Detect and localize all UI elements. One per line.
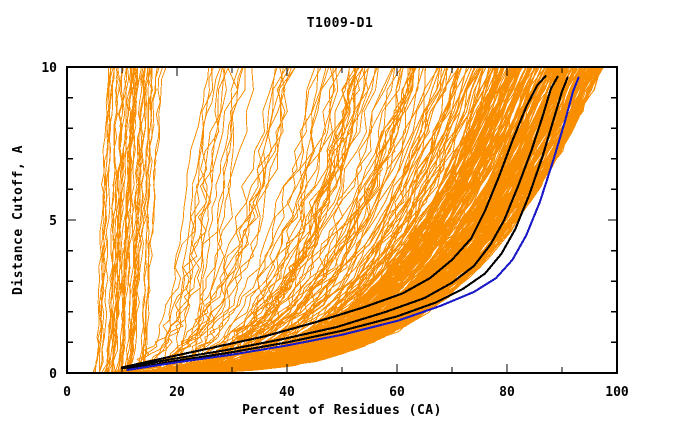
prediction-curve bbox=[123, 66, 158, 374]
prediction-curve bbox=[117, 66, 137, 374]
axis-ticks bbox=[66, 66, 618, 374]
x-tick-label-0: 0 bbox=[63, 385, 71, 400]
prediction-curve bbox=[98, 66, 112, 374]
reference-curve-best-blue bbox=[126, 76, 580, 371]
x-axis-title: Percent of Residues (CA) bbox=[242, 403, 442, 418]
prediction-curve-group bbox=[79, 66, 605, 374]
reference-curve-best-black-3 bbox=[120, 75, 547, 369]
x-tick-label-20: 20 bbox=[169, 385, 185, 400]
x-tick-label-100: 100 bbox=[605, 385, 629, 400]
prediction-curve bbox=[139, 66, 167, 374]
prediction-curve bbox=[125, 66, 160, 374]
x-tick-label-60: 60 bbox=[389, 385, 405, 400]
prediction-curve bbox=[126, 66, 144, 374]
reference-curve-best-black-1 bbox=[126, 76, 569, 371]
prediction-curve bbox=[87, 66, 246, 374]
prediction-curve bbox=[106, 66, 120, 374]
prediction-curve bbox=[124, 66, 138, 374]
prediction-curve bbox=[139, 66, 151, 374]
reference-curve-group-black bbox=[120, 75, 569, 371]
prediction-curve bbox=[94, 66, 110, 374]
prediction-curve bbox=[155, 66, 210, 374]
prediction-curve bbox=[187, 66, 226, 374]
page-title: T1009-D1 bbox=[306, 16, 374, 31]
prediction-curve bbox=[173, 66, 215, 374]
y-tick-label-0: 0 bbox=[49, 367, 57, 382]
axis-tick-labels: 0 20 40 60 80 100 0 5 10 bbox=[41, 61, 629, 400]
prediction-curve bbox=[138, 66, 164, 374]
prediction-curve bbox=[107, 66, 124, 374]
prediction-curve bbox=[111, 66, 128, 374]
x-tick-label-80: 80 bbox=[499, 385, 515, 400]
y-tick-label-5: 5 bbox=[49, 214, 57, 229]
prediction-curve bbox=[107, 66, 135, 374]
prediction-curve bbox=[123, 66, 137, 374]
prediction-curve bbox=[94, 66, 116, 374]
prediction-curve bbox=[103, 66, 128, 374]
y-tick-label-10: 10 bbox=[41, 61, 57, 76]
reference-curve-group-blue bbox=[126, 76, 580, 371]
y-axis-title: Distance Cutoff, A bbox=[11, 145, 26, 295]
x-tick-label-40: 40 bbox=[279, 385, 295, 400]
prediction-curve bbox=[92, 66, 111, 374]
prediction-curve bbox=[129, 66, 149, 374]
reference-curve-best-black-2 bbox=[120, 75, 559, 370]
